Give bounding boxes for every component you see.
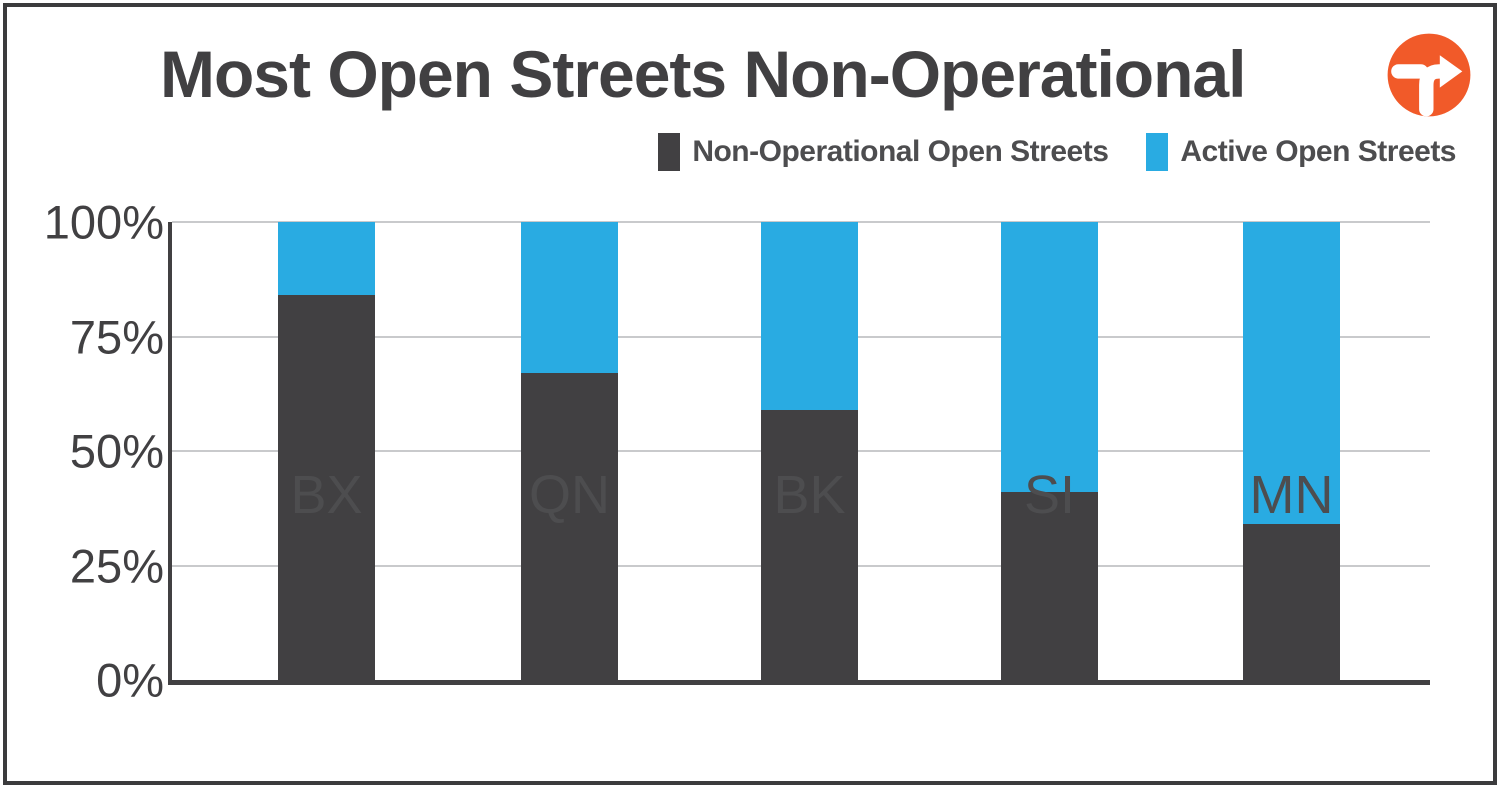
x-label-bx: BX: [290, 465, 363, 525]
bar-si: [1001, 222, 1098, 680]
segment-non-operational-mn: [1243, 524, 1340, 680]
bar-bk: [761, 222, 858, 680]
chart-title: Most Open Streets Non-Operational: [160, 37, 1246, 111]
x-label-si: SI: [1023, 465, 1076, 525]
segment-active-mn: [1243, 222, 1340, 525]
legend-label-non-operational: Non-Operational Open Streets: [692, 135, 1109, 168]
segment-active-bx: [278, 222, 375, 296]
x-label-qn: QN: [529, 465, 610, 525]
segment-non-operational-qn: [521, 373, 618, 680]
legend-item-active: Active Open Streets: [1146, 133, 1456, 171]
y-tick-50pct: 50%: [69, 424, 164, 478]
legend-swatch-active: [1146, 133, 1169, 171]
plot-area: 100% 75% 50% 25% 0% BX QN BK SI MN: [44, 196, 1430, 707]
y-axis-line: [168, 222, 172, 685]
segment-active-si: [1001, 222, 1098, 493]
y-tick-75pct: 75%: [69, 310, 164, 363]
bar-qn: [521, 222, 618, 680]
transportation-alternatives-logo: [1384, 30, 1474, 120]
x-axis-line: [168, 680, 1430, 685]
y-tick-25pct: 25%: [69, 539, 164, 592]
segment-active-qn: [521, 222, 618, 374]
turn-arrow-icon: [1387, 33, 1471, 117]
segment-active-bk: [761, 222, 858, 410]
segment-non-operational-si: [1001, 492, 1098, 680]
segment-non-operational-bk: [761, 409, 858, 680]
segment-non-operational-bx: [278, 295, 375, 680]
legend-swatch-non-operational: [658, 133, 681, 171]
y-tick-0pct: 0%: [96, 653, 164, 707]
legend-label-active: Active Open Streets: [1180, 135, 1456, 168]
x-label-mn: MN: [1249, 465, 1334, 525]
bar-bx: [278, 222, 375, 680]
legend-item-non-operational: Non-Operational Open Streets: [658, 133, 1109, 171]
y-tick-100pct: 100%: [43, 195, 164, 249]
x-label-bk: BK: [773, 465, 846, 525]
legend: Non-Operational Open Streets Active Open…: [658, 133, 1456, 171]
bar-mn: [1243, 222, 1340, 680]
